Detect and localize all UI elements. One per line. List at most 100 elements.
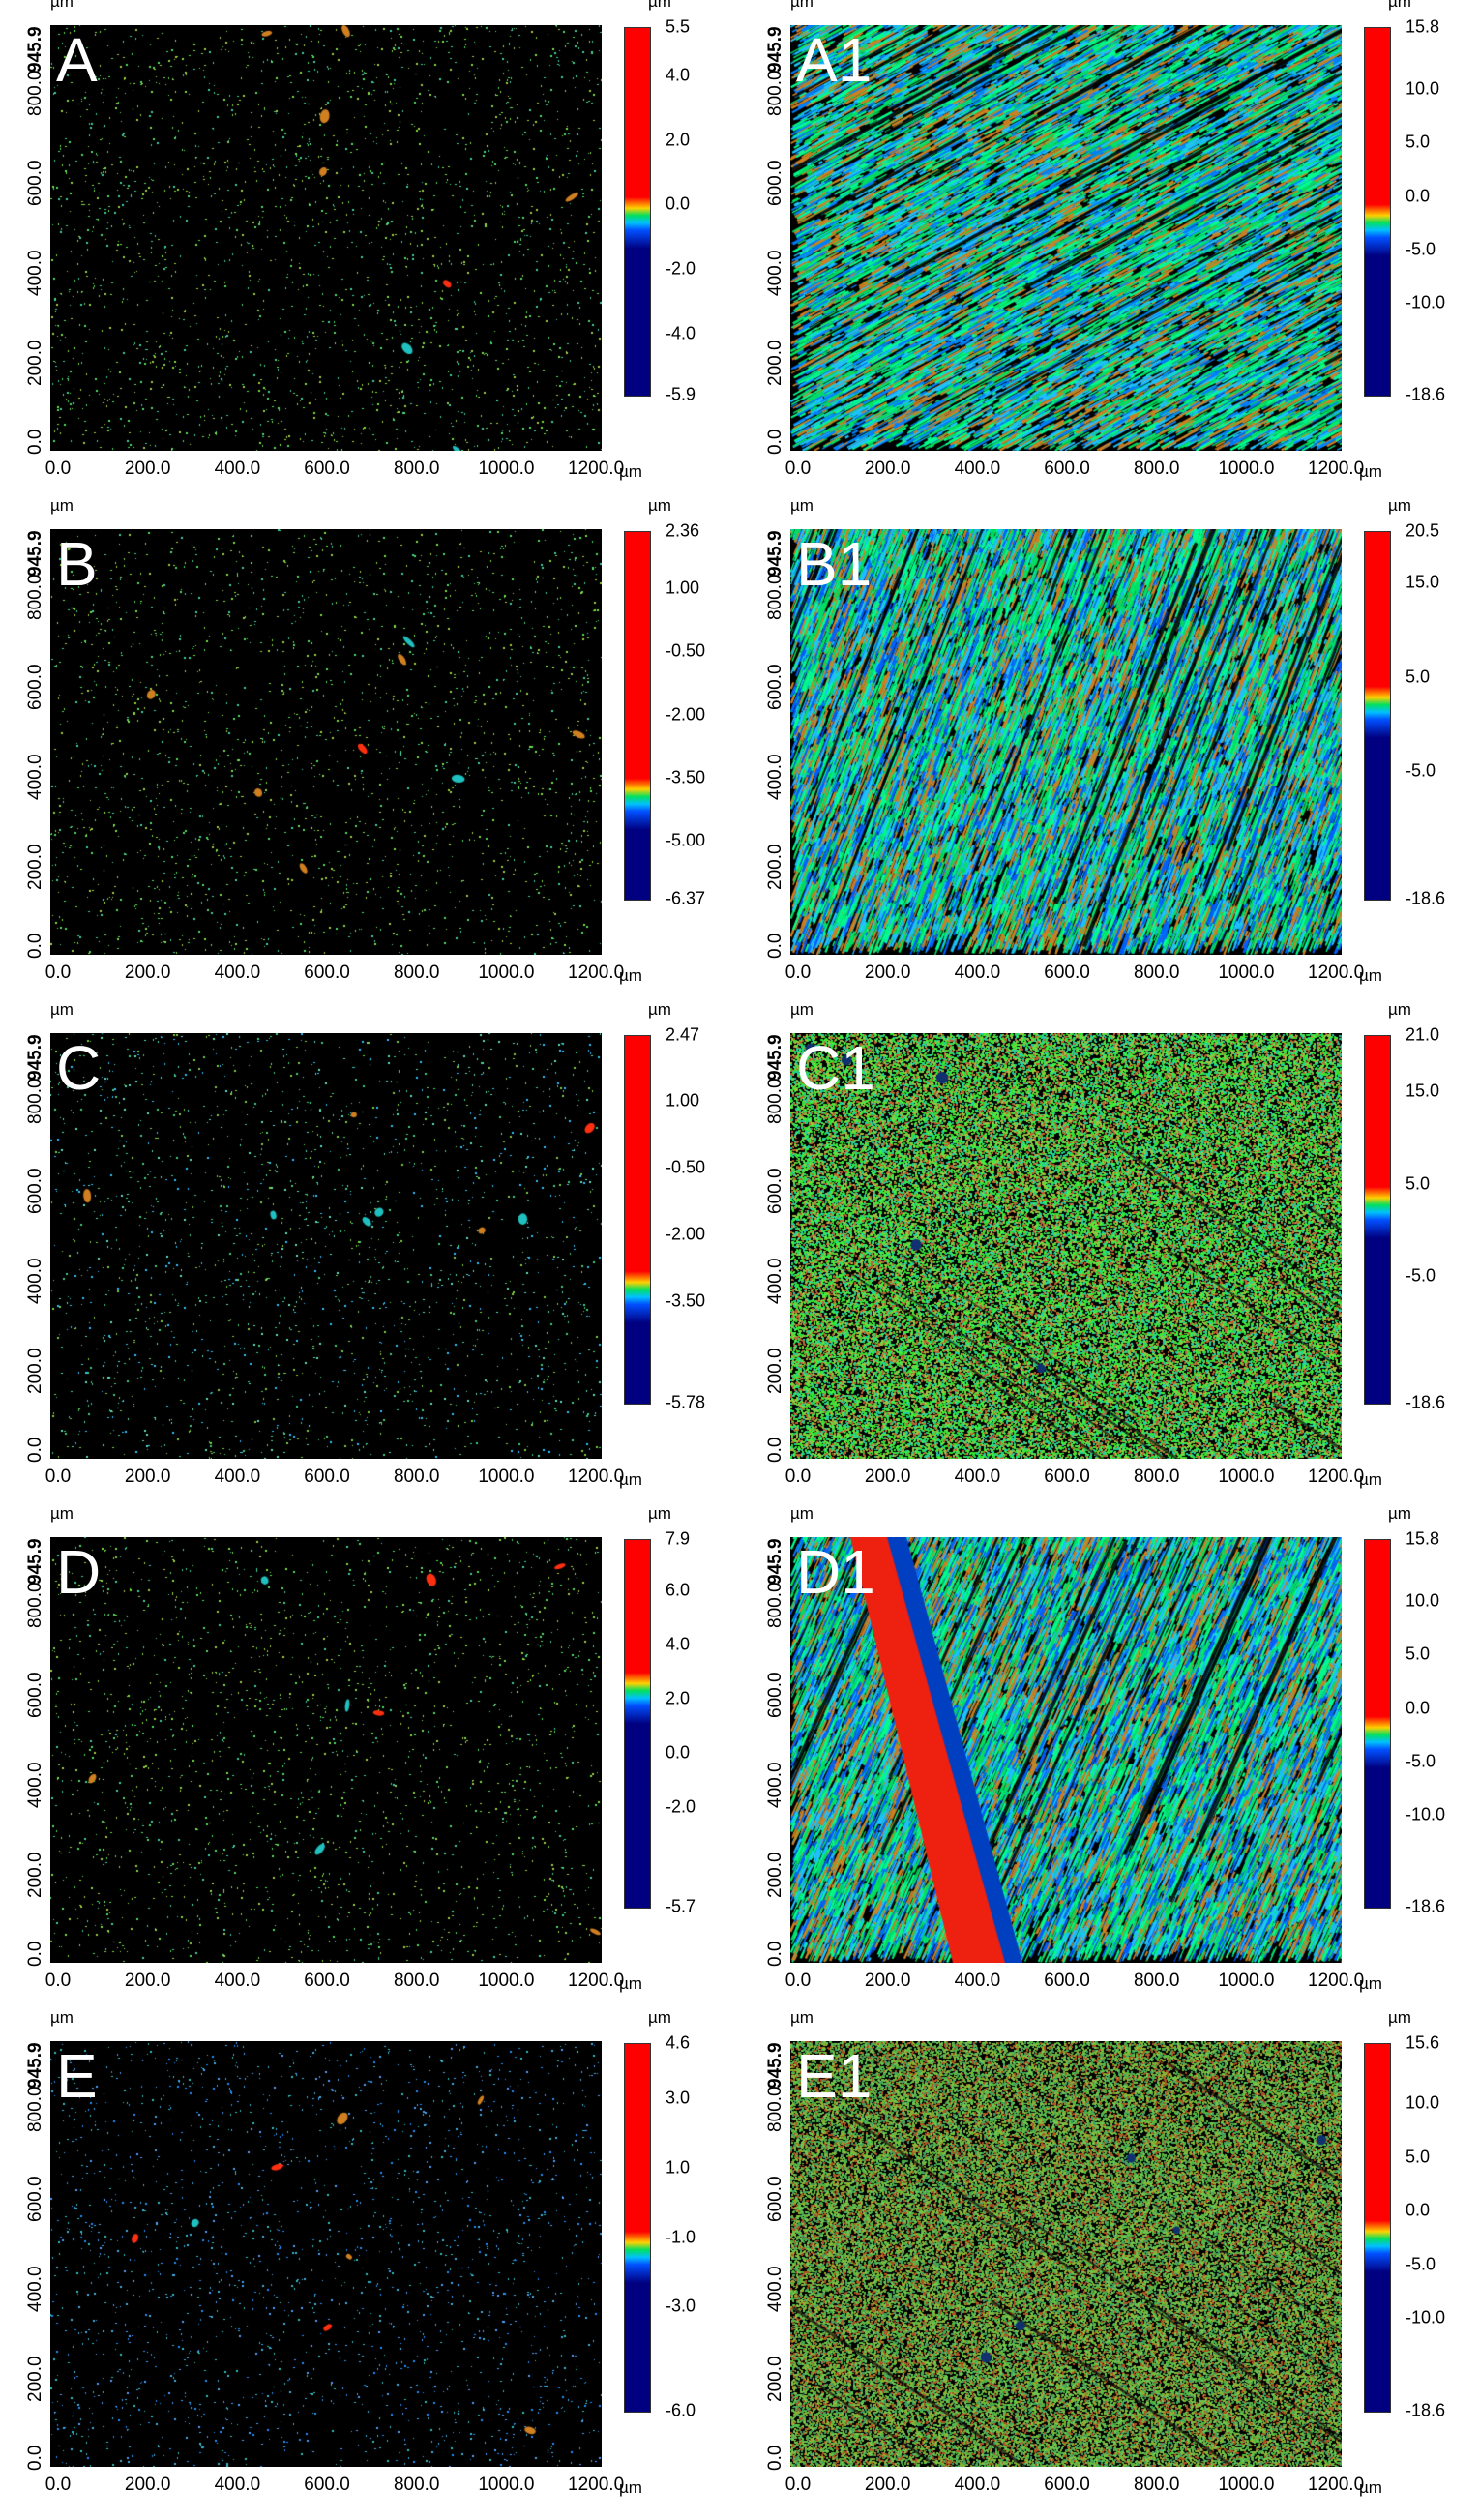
colorbar-tick-label: 5.0	[1406, 667, 1431, 687]
x-tick-label: 800.0	[393, 963, 440, 983]
colorbar-unit-label: µm	[1388, 496, 1411, 515]
x-tick-label: 1000.0	[1218, 2475, 1275, 2495]
x-tick-label: 200.0	[864, 2475, 911, 2495]
x-tick-label: 200.0	[864, 963, 911, 983]
colorbar-tick-label: -3.50	[666, 767, 706, 787]
x-tick-label: 800.0	[1133, 963, 1180, 983]
height-map-texture	[50, 25, 602, 451]
y-unit-label: µm	[50, 496, 74, 515]
x-tick-label: 0.0	[784, 1971, 812, 1991]
x-unit-label: µm	[1359, 1470, 1382, 1489]
x-tick-label: 1000.0	[478, 2475, 535, 2495]
x-tick-label: 400.0	[214, 1971, 261, 1991]
colorbar	[624, 27, 651, 397]
y-tick-label: 400.0	[765, 1258, 785, 1305]
colorbar-tick-label: 4.0	[666, 65, 691, 85]
colorbar-tick-label: 1.00	[666, 578, 700, 598]
colorbar-tick-label: -5.78	[666, 1392, 706, 1412]
colorbar-tick-label: 4.0	[666, 1634, 691, 1654]
colorbar-tick-label: 4.6	[666, 2032, 691, 2053]
y-tick-label: 600.0	[25, 1672, 45, 1719]
colorbar-tick-label: 15.0	[1406, 1081, 1440, 1101]
height-map-a1	[790, 25, 1342, 451]
colorbar-tick-label: -18.6	[1406, 1392, 1446, 1412]
y-tick-label: 945.9	[25, 25, 45, 73]
x-tick-label: 1000.0	[478, 1467, 535, 1487]
y-tick-label: 945.9	[765, 25, 785, 73]
height-map-d1	[790, 1537, 1342, 1963]
panel-label: D	[56, 1537, 102, 1607]
colorbar-unit-label: µm	[648, 1000, 671, 1019]
y-tick-label: 0.0	[25, 2445, 45, 2471]
y-tick-label: 945.9	[25, 1033, 45, 1081]
y-tick-label: 200.0	[765, 340, 785, 387]
height-map-d	[50, 1537, 602, 1963]
colorbar-tick-label: 15.8	[1406, 16, 1440, 37]
x-tick-label: 600.0	[304, 2475, 350, 2495]
panel-e1: µm µm µm E1 0.0 200.0 400.0 600.0 800.0 945.9 0.0 2…	[740, 2008, 1480, 2520]
panel-label: C	[56, 1033, 102, 1103]
colorbar-tick-label: 5.0	[1406, 1644, 1431, 1664]
x-tick-label: 800.0	[393, 1971, 440, 1991]
colorbar-tick-label: 5.0	[1406, 2147, 1431, 2167]
x-tick-label: 1000.0	[1218, 1467, 1275, 1487]
y-tick-label: 945.9	[765, 2041, 785, 2089]
x-tick-label: 800.0	[393, 1467, 440, 1487]
colorbar-unit-label: µm	[1388, 1504, 1411, 1523]
colorbar-tick-label: -18.6	[1406, 2400, 1446, 2420]
x-tick-label: 0.0	[784, 1467, 812, 1487]
colorbar-tick-label: 10.0	[1406, 1590, 1440, 1611]
colorbar-tick-label: -5.0	[1406, 239, 1436, 259]
x-tick-label: 1000.0	[1218, 1971, 1275, 1991]
y-tick-label: 800.0	[765, 70, 785, 117]
colorbar-tick-label: -5.0	[1406, 760, 1436, 781]
colorbar-tick-label: -5.00	[666, 830, 706, 850]
y-tick-label: 400.0	[25, 2266, 45, 2313]
colorbar-tick-label: 0.0	[666, 193, 691, 214]
colorbar-tick-label: 10.0	[1406, 78, 1440, 99]
x-tick-label: 200.0	[124, 459, 171, 479]
panel-e: µm µm µm E 0.0 200.0 400.0 600.0 800.0 945.9 0.0 20…	[0, 2008, 740, 2520]
colorbar-tick-label: -5.0	[1406, 1751, 1436, 1771]
y-tick-label: 945.9	[25, 1537, 45, 1585]
colorbar-tick-label: 0.0	[1406, 2200, 1431, 2220]
x-tick-label: 200.0	[864, 459, 911, 479]
colorbar	[624, 531, 651, 901]
x-tick-label: 400.0	[954, 1971, 1001, 1991]
colorbar-tick-label: 5.0	[1406, 1173, 1431, 1194]
y-tick-label: 200.0	[765, 844, 785, 891]
colorbar-unit-label: µm	[1388, 1000, 1411, 1019]
y-tick-label: 400.0	[25, 250, 45, 297]
x-tick-label: 200.0	[124, 2475, 171, 2495]
panel-c1: µm µm µm C1 0.0 200.0 400.0 600.0 800.0 945.9 0.0 2…	[740, 1000, 1480, 1512]
colorbar	[624, 1035, 651, 1405]
y-tick-label: 400.0	[25, 1258, 45, 1305]
x-tick-label: 800.0	[393, 2475, 440, 2495]
colorbar-tick-label: -5.7	[666, 1896, 696, 1916]
y-tick-label: 600.0	[765, 1672, 785, 1719]
panel-label: D1	[796, 1537, 875, 1607]
x-tick-label: 200.0	[124, 963, 171, 983]
x-tick-label: 400.0	[954, 459, 1001, 479]
y-tick-label: 800.0	[765, 574, 785, 621]
x-tick-label: 1200.0	[1308, 963, 1365, 983]
x-tick-label: 0.0	[44, 1467, 72, 1487]
colorbar-tick-label: -2.0	[666, 1796, 696, 1817]
x-tick-label: 1200.0	[1308, 1467, 1365, 1487]
x-tick-label: 1200.0	[1308, 2475, 1365, 2495]
y-unit-label: µm	[790, 496, 814, 515]
y-tick-label: 200.0	[765, 1852, 785, 1899]
colorbar-tick-label: -18.6	[1406, 384, 1446, 404]
colorbar-tick-label: 0.0	[666, 1742, 691, 1763]
x-tick-label: 400.0	[214, 1467, 261, 1487]
x-tick-label: 1200.0	[568, 1971, 625, 1991]
colorbar-tick-label: 3.0	[666, 2088, 691, 2108]
height-map-texture	[790, 1033, 1342, 1459]
x-tick-label: 1200.0	[568, 963, 625, 983]
x-tick-label: 600.0	[304, 459, 350, 479]
x-tick-label: 1200.0	[568, 2475, 625, 2495]
colorbar-tick-label: 20.5	[1406, 520, 1440, 541]
x-tick-label: 800.0	[393, 459, 440, 479]
colorbar-tick-label: -4.0	[666, 323, 696, 343]
panel-a1: µm µm µm A1 0.0 200.0 400.0 600.0 800.0 945.9 0.0 2…	[740, 0, 1480, 504]
